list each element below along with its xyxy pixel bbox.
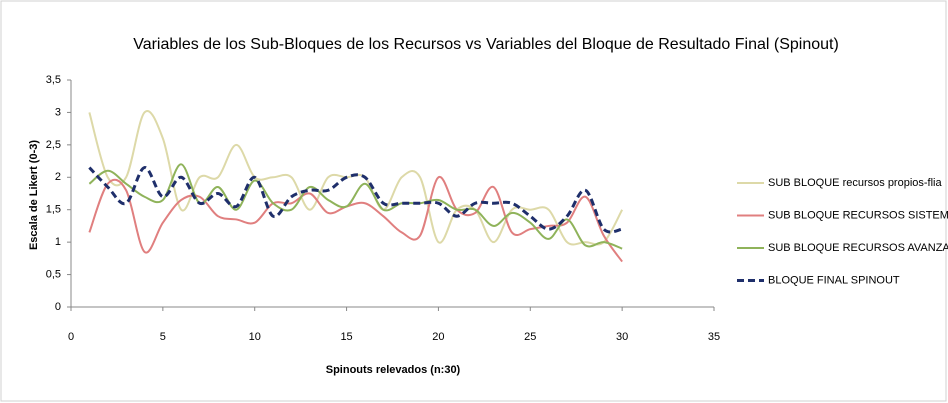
y-tick-label: 0 — [55, 301, 61, 313]
x-axis-label: Spinouts relevados (n:30) — [326, 364, 461, 376]
legend-text: SUB BLOQUE RECURSOS SISTEMA CyT — [768, 209, 948, 221]
y-tick-label: 3 — [55, 106, 61, 118]
legend-text: SUB BLOQUE recursos propios-flia — [768, 177, 942, 189]
y-axis-label: Escala de Likert (0-3) — [28, 140, 40, 250]
legend-text: SUB BLOQUE RECURSOS AVANZADOS — [768, 242, 948, 254]
series-line — [88, 163, 623, 250]
series-line — [88, 176, 623, 263]
y-tick-label: 1,5 — [46, 204, 61, 216]
y-tick-label: 2,5 — [46, 139, 61, 151]
series-line — [88, 166, 623, 234]
y-tick-label: 1 — [55, 236, 61, 248]
x-tick-label: 10 — [249, 331, 261, 343]
x-tick-label: 30 — [616, 331, 628, 343]
x-tick-label: 15 — [340, 331, 352, 343]
chart-title: Variables de los Sub-Bloques de los Recu… — [133, 36, 839, 53]
x-tick-label: 35 — [708, 331, 720, 343]
y-tick-label: 2 — [55, 171, 61, 183]
x-tick-label: 20 — [432, 331, 444, 343]
x-tick-label: 5 — [160, 331, 166, 343]
x-tick-label: 25 — [524, 331, 536, 343]
y-tick-label: 3,5 — [46, 74, 61, 86]
y-tick-label: 0,5 — [46, 268, 61, 280]
legend-text: BLOQUE FINAL SPINOUT — [768, 274, 900, 286]
x-tick-label: 0 — [68, 331, 74, 343]
